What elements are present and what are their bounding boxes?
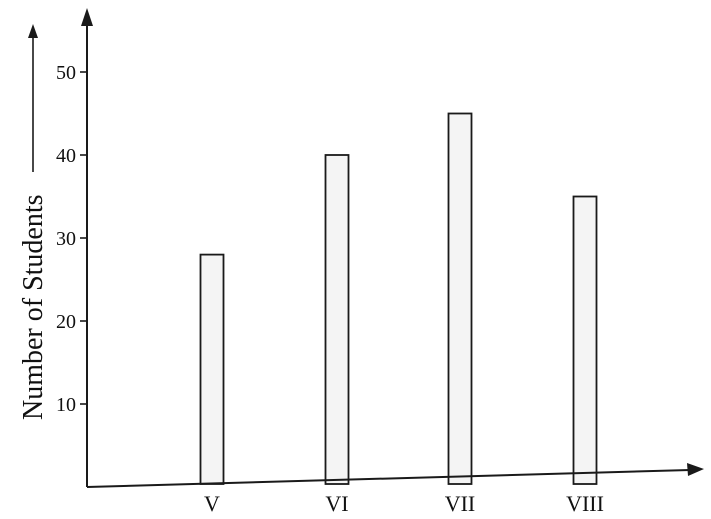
y-axis-label: Number of Students [18, 194, 49, 420]
x-tick-label-vii: VII [445, 491, 476, 516]
bar-vii [447, 112, 473, 485]
bar-vi [324, 154, 350, 485]
y-tick-label-40: 40 [56, 145, 76, 167]
x-axis-arrowhead [687, 463, 704, 476]
y-axis-title: Number of Students [18, 24, 49, 420]
bars-group [199, 112, 598, 485]
x-tick-label-vi: VI [325, 491, 348, 516]
x-axis [86, 469, 691, 488]
bar-viii [572, 195, 598, 485]
y-ticks-group: 10 20 30 40 50 [56, 62, 87, 416]
x-tick-label-v: V [204, 491, 220, 516]
bar-v [199, 253, 225, 485]
y-axis-label-arrowhead [28, 24, 38, 38]
y-tick-label-20: 20 [56, 311, 76, 333]
y-tick-label-50: 50 [56, 62, 76, 84]
y-axis-arrowhead [81, 8, 93, 26]
x-labels-group: V VI VII VIII [204, 491, 604, 516]
y-tick-label-30: 30 [56, 228, 76, 250]
x-tick-label-viii: VIII [566, 491, 604, 516]
y-tick-label-10: 10 [56, 394, 76, 416]
